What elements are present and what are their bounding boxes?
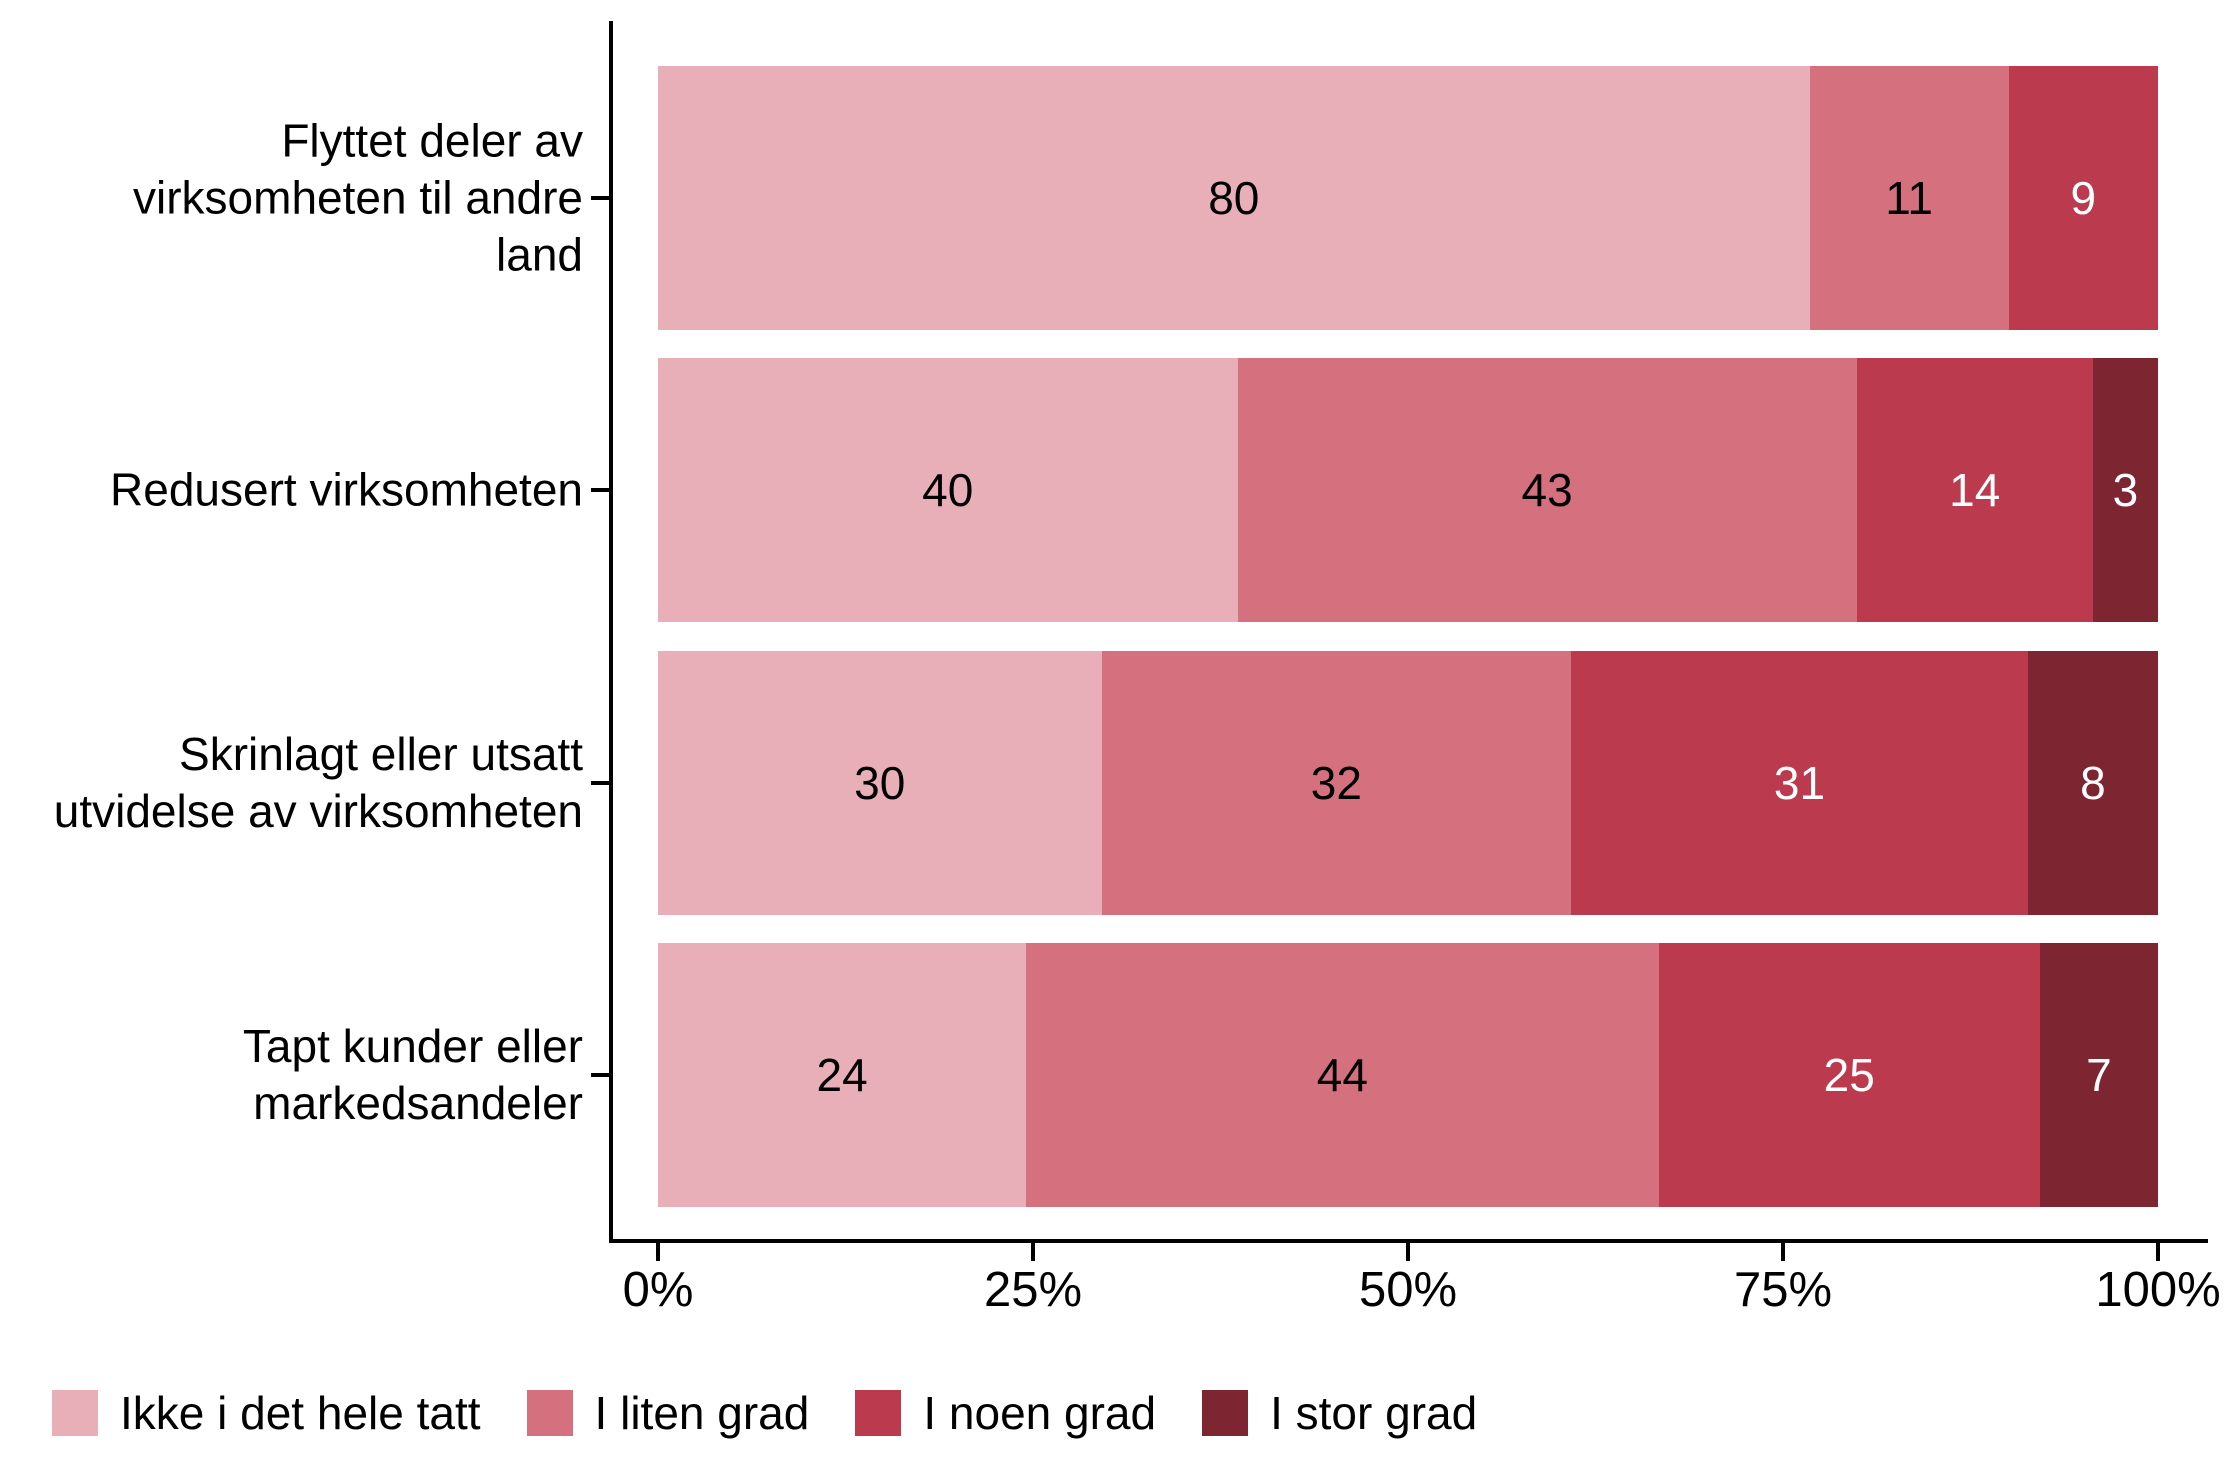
y-axis-tick [591,195,609,200]
bar-value-label: 31 [1773,756,1826,809]
category-label: Skrinlagt eller utsatt utvidelse av virks… [54,726,583,840]
bar-value-label: 43 [1521,464,1573,516]
category-label: Redusert virksomheten [110,462,583,519]
x-axis-tick [1781,1243,1785,1261]
bar-value-label: 9 [2070,171,2097,224]
legend-item: I noen grad [855,1386,1156,1440]
bar-segment: 32 [1101,650,1572,915]
category-label-line: Flyttet deler av [281,114,583,166]
bar-segment: 24 [658,943,1027,1207]
legend-item: I stor grad [1202,1386,1477,1440]
bar-value-label: 32 [1310,756,1362,809]
y-axis-tick [591,1073,609,1077]
x-axis-tick-label: 0% [622,1263,694,1317]
bar-value-label: 11 [1885,171,1933,224]
category-label-line: Tapt kunder eller [242,1020,583,1072]
legend-label: I stor grad [1270,1387,1478,1439]
x-axis-tick [1406,1243,1410,1261]
x-axis-tick-label: 75% [1733,1263,1833,1317]
bar-segment: 31 [1571,650,2028,915]
category-label-line: markedsandeler [253,1077,583,1129]
category-label-line: utvidelse av virksomheten [53,784,583,837]
bar-segment: 7 [2039,943,2158,1207]
bar-value-label: 25 [1823,1049,1875,1101]
bar-segment: 80 [658,65,1810,330]
y-axis-tick [591,488,609,492]
bar-value-label: 7 [2086,1049,2112,1101]
bar-row: 40 43 14 3 [658,358,2158,622]
bar-value-label: 24 [816,1049,868,1101]
legend-item: Ikke i det hele tatt [52,1386,481,1440]
bar-value-label: 14 [1949,464,2001,516]
legend-label: Ikke i det hele tatt [120,1387,481,1439]
bar-segment: 30 [658,650,1102,915]
category-label: Tapt kunder eller markedsandeler [243,1018,583,1132]
bar-segment: 3 [2092,358,2158,622]
category-label: Flyttet deler av virksomheten til andre la… [133,112,583,283]
bar-value-label: 30 [854,756,906,809]
bar-value-label: 8 [2080,756,2106,809]
bar-segment: 9 [2008,65,2158,330]
bar-segment: 11 [1809,65,2009,330]
bar-value-label: 80 [1208,171,1260,224]
bar-value-label: 44 [1316,1049,1368,1101]
category-label-line: virksomheten til andre [133,171,583,223]
legend-swatch [52,1390,98,1436]
legend-label: I liten grad [594,1387,810,1439]
x-axis-tick-label: 50% [1358,1263,1458,1317]
legend: Ikke i det hele tatt I liten grad I noen g… [52,1386,1477,1440]
bar-segment: 8 [2027,650,2158,915]
plot-panel [609,21,2208,1243]
legend-swatch [1202,1390,1249,1436]
x-axis-tick-label: 100% [2095,1263,2221,1317]
bar-value-label: 3 [2112,464,2139,516]
bar-value-label: 40 [922,464,974,516]
bar-segment: 44 [1026,943,1659,1207]
legend-swatch [526,1390,573,1436]
legend-label: I noen grad [923,1387,1157,1439]
bar-segment: 25 [1658,943,2040,1207]
legend-swatch [855,1390,902,1436]
y-axis-tick [591,780,609,785]
category-label-line: Redusert virksomheten [110,463,583,516]
x-axis-tick [2156,1243,2160,1261]
x-axis-tick [1031,1243,1035,1261]
x-axis-tick [656,1243,660,1261]
bar-row: 30 32 31 8 [658,650,2158,915]
category-label-line: land [496,228,583,280]
x-axis-tick-label: 25% [983,1263,1083,1317]
legend-item: I liten grad [526,1386,810,1440]
bar-segment: 43 [1237,358,1857,622]
bar-row: 24 44 25 7 [658,943,2158,1207]
category-label-line: Skrinlagt eller utsatt [179,727,583,780]
bar-segment: 40 [658,358,1238,622]
bar-segment: 14 [1856,358,2093,622]
bar-row: 80 11 9 [658,65,2158,330]
